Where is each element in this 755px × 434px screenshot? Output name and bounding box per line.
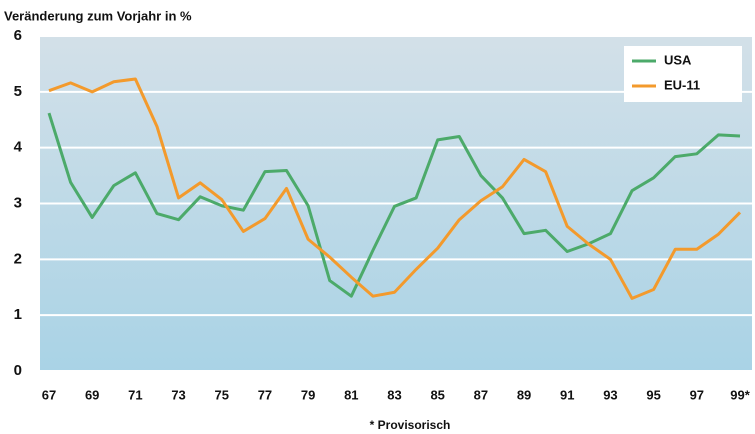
- x-tick-label: 67: [42, 387, 56, 402]
- y-tick-label: 5: [14, 83, 22, 100]
- x-tick-label: 87: [474, 387, 488, 402]
- line-series: [48, 77, 742, 300]
- x-tick-label: 77: [258, 387, 272, 402]
- x-tick-label: 75: [215, 387, 229, 402]
- x-tick-label: 93: [603, 387, 617, 402]
- x-tick-label: 71: [128, 387, 142, 402]
- x-tick-label: 91: [560, 387, 574, 402]
- x-tick-label: 85: [430, 387, 444, 402]
- legend-label: EU-11: [664, 77, 700, 92]
- x-tick-label: 83: [387, 387, 401, 402]
- legend-box: [624, 46, 742, 102]
- x-tick-label: 79: [301, 387, 315, 402]
- x-tick-label: 89: [517, 387, 531, 402]
- x-tick-label: 81: [344, 387, 358, 402]
- footnote: * Provisorisch: [370, 418, 451, 432]
- y-tick-label: 6: [14, 27, 22, 44]
- y-tick-label: 2: [14, 250, 22, 267]
- x-tick-label: 97: [690, 387, 704, 402]
- chart-title: Veränderung zum Vorjahr in %: [4, 8, 192, 23]
- y-tick-label: 3: [14, 194, 22, 211]
- x-tick-label: 69: [85, 387, 99, 402]
- x-tick-label: 99*: [730, 387, 750, 402]
- y-tick-label: 4: [14, 139, 23, 156]
- legend-label: USA: [664, 52, 692, 67]
- y-tick-label: 0: [14, 362, 22, 379]
- x-tick-label: 95: [646, 387, 660, 402]
- line-series: [47, 112, 741, 298]
- x-tick-label: 73: [171, 387, 185, 402]
- y-tick-label: 1: [14, 306, 22, 323]
